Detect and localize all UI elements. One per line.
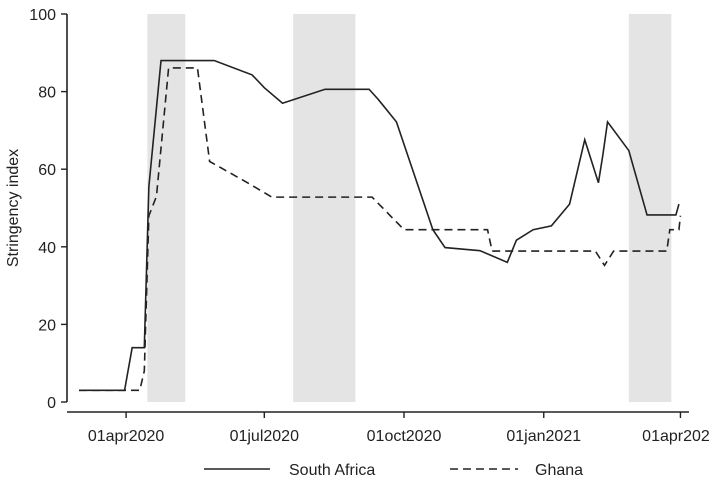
legend-label-ghana: Ghana [535,462,583,479]
y-tick-label: 80 [38,85,56,102]
x-axis-ticks: 01apr2020 01jul2020 01oct2020 01jan2021 01ap… [88,412,709,445]
y-tick-label: 0 [47,395,56,412]
x-tick-label: 01jul2020 [230,428,300,445]
y-axis-title: Stringency index [5,149,22,267]
x-tick-label: 01oct2020 [367,428,442,445]
y-tick-label: 40 [38,240,56,257]
x-tick-label: 01jan2021 [506,428,581,445]
x-tick-label: 01apr2021 [642,428,709,445]
shaded-period-3 [628,14,672,402]
series-line-ghana [79,67,682,392]
legend-label-south-africa: South Africa [289,462,375,479]
y-tick-label: 100 [29,7,56,24]
series-lines [79,59,682,392]
y-axis-ticks: 0 20 40 60 80 100 [29,7,67,412]
legend: South Africa Ghana [204,462,583,479]
y-tick-label: 60 [38,162,56,179]
x-tick-label: 01apr2020 [88,428,165,445]
shaded-period-1 [147,14,186,402]
y-tick-label: 20 [38,317,56,334]
series-line-south-africa [79,59,680,392]
shaded-periods [147,14,672,402]
shaded-period-2 [293,14,356,402]
